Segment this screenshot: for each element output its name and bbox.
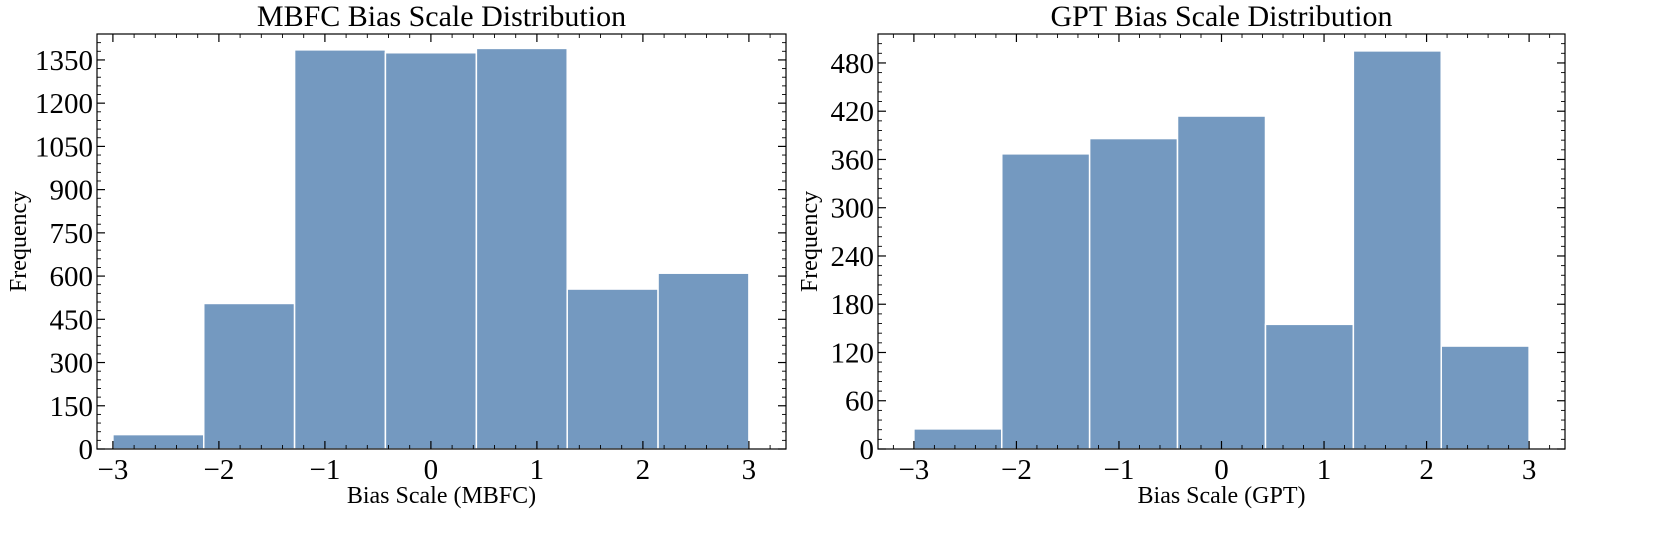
gpt-y-tick-label: 300: [831, 193, 875, 225]
mbfc-bar-3: [293, 49, 387, 450]
mbfc-axis-ticks: −3 −2 −1 0 1 2 3 0 150 300 450 600 750 900 1050 1200 135…: [35, 34, 786, 486]
mbfc-plot-frame: [96, 33, 787, 450]
mbfc-y-tick-label: 1350: [35, 45, 93, 77]
gpt-bars: [913, 50, 1530, 450]
mbfc-x-tick-label: −3: [97, 454, 128, 486]
mbfc-bar-7: [657, 272, 750, 450]
gpt-y-tick-label: 480: [831, 48, 875, 80]
gpt-bar-3: [1088, 137, 1179, 450]
mbfc-y-tick-label: 450: [50, 304, 94, 336]
gpt-x-tick-label: 2: [1419, 454, 1434, 486]
gpt-chart-title: GPT Bias Scale Distribution: [1051, 0, 1393, 33]
gpt-y-tick-label: 60: [845, 386, 874, 418]
mbfc-x-tick-label: −1: [309, 454, 340, 486]
gpt-bar-2: [1001, 153, 1091, 450]
gpt-bar-4: [1176, 115, 1267, 450]
gpt-x-tick-label: −1: [1104, 454, 1135, 486]
gpt-x-tick-label: 1: [1317, 454, 1332, 486]
mbfc-x-tick-label: 1: [530, 454, 545, 486]
mbfc-chart-title: MBFC Bias Scale Distribution: [257, 0, 626, 33]
mbfc-y-tick-label: 600: [50, 261, 94, 293]
mbfc-y-axis-label: Frequency: [6, 191, 32, 292]
mbfc-x-tick-label: −2: [203, 454, 234, 486]
gpt-histogram-panel: GPT Bias Scale Distribution Bias Scale (…: [797, 0, 1566, 509]
gpt-bar-7: [1440, 345, 1530, 450]
gpt-y-axis-label: Frequency: [797, 191, 823, 292]
mbfc-bar-5: [475, 47, 568, 450]
mbfc-y-tick-label: 1050: [35, 131, 93, 163]
mbfc-x-tick-label: 2: [636, 454, 651, 486]
mbfc-x-tick-label: 3: [742, 454, 757, 486]
gpt-x-tick-label: 3: [1522, 454, 1537, 486]
mbfc-bar-2: [202, 302, 296, 450]
mbfc-x-axis-label: Bias Scale (MBFC): [347, 483, 536, 509]
gpt-y-tick-label: 180: [831, 289, 875, 321]
mbfc-bar-6: [566, 288, 659, 450]
gpt-y-tick-label: 0: [860, 434, 875, 466]
mbfc-y-tick-label: 750: [50, 218, 94, 250]
mbfc-bar-1: [112, 433, 205, 450]
gpt-x-tick-label: −3: [898, 454, 929, 486]
gpt-x-tick-label: 0: [1214, 454, 1229, 486]
mbfc-y-tick-label: 300: [50, 348, 94, 380]
gpt-x-tick-label: −2: [1001, 454, 1032, 486]
gpt-bar-6: [1352, 50, 1442, 450]
mbfc-histogram-panel: MBFC Bias Scale Distribution Bias Scale …: [6, 0, 787, 509]
gpt-plot-frame: [877, 33, 1566, 450]
gpt-bar-1: [913, 428, 1003, 450]
gpt-x-axis-label: Bias Scale (GPT): [1138, 483, 1306, 509]
mbfc-y-tick-label: 150: [50, 391, 94, 423]
mbfc-bar-4: [384, 51, 478, 450]
mbfc-y-tick-label: 1200: [35, 88, 93, 120]
mbfc-bars: [112, 47, 750, 450]
gpt-y-tick-label: 120: [831, 337, 875, 369]
mbfc-y-tick-label: 0: [79, 434, 94, 466]
gpt-y-tick-label: 240: [831, 241, 875, 273]
mbfc-x-tick-label: 0: [424, 454, 439, 486]
mbfc-y-tick-label: 900: [50, 175, 94, 207]
gpt-bar-5: [1264, 323, 1355, 450]
gpt-axis-ticks: −3 −2 −1 0 1 2 3 0 60 120 180 240 300 360 420 480: [831, 34, 1565, 486]
gpt-y-tick-label: 360: [831, 144, 875, 176]
gpt-y-tick-label: 420: [831, 96, 875, 128]
